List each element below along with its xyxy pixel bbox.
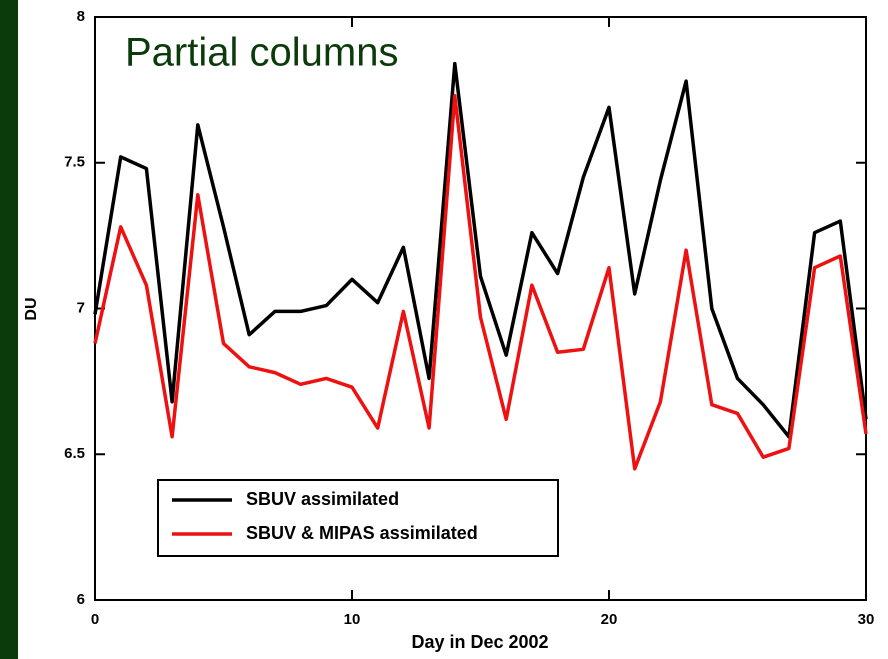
legend-label: SBUV assimilated (246, 489, 399, 509)
y-axis-label: DU (23, 297, 40, 320)
side-strip (0, 0, 18, 659)
x-tick-label: 30 (858, 611, 875, 628)
x-axis-label: Day in Dec 2002 (411, 632, 548, 652)
legend-label: SBUV & MIPAS assimilated (246, 523, 478, 543)
y-tick-label: 8 (77, 8, 85, 25)
y-tick-label: 7.5 (64, 154, 85, 171)
x-tick-label: 20 (601, 611, 618, 628)
series-line (93, 93, 868, 471)
chart-title: Partial columns (125, 31, 398, 75)
legend (157, 479, 559, 557)
y-tick-label: 7 (77, 299, 85, 316)
x-tick-label: 0 (91, 611, 99, 628)
x-tick-label: 10 (344, 611, 361, 628)
series-line (93, 61, 868, 439)
y-tick-label: 6 (77, 591, 85, 608)
y-tick-label: 6.5 (64, 445, 85, 462)
